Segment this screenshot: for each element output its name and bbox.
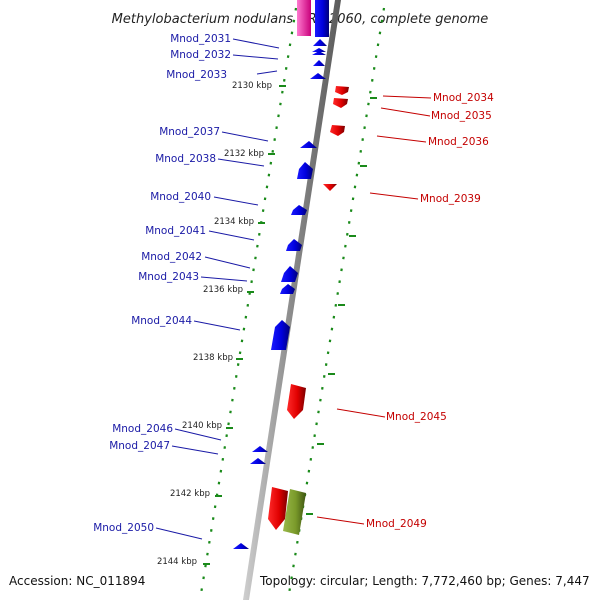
gene-label-mnod-2044[interactable]: Mnod_2044	[131, 315, 192, 327]
kbp-label: 2142 kbp	[170, 489, 210, 499]
gene-label-mnod-2039[interactable]: Mnod_2039	[420, 193, 481, 205]
kbp-label: 2144 kbp	[157, 557, 197, 567]
gene-arrow-mnod-2048	[268, 487, 288, 530]
gene-arrow-mnod-2039	[323, 184, 337, 191]
kbp-label: 2138 kbp	[193, 353, 233, 363]
gene-label-mnod-2031[interactable]: Mnod_2031	[170, 33, 231, 45]
left-gene-labels: Mnod_2031 Mnod_2032 Mnod_2033 Mnod_2037 …	[93, 33, 231, 534]
gene-arrow-mnod-2036	[330, 125, 345, 136]
gene-label-mnod-2045[interactable]: Mnod_2045	[386, 411, 447, 423]
gene-label-mnod-2041[interactable]: Mnod_2041	[145, 225, 206, 237]
kbp-label: 2134 kbp	[214, 217, 254, 227]
gene-arrow-mnod-2041	[286, 239, 302, 251]
gene-label-mnod-2033[interactable]: Mnod_2033	[166, 69, 227, 81]
gene-arrow-mnod-2038	[297, 162, 313, 179]
gene-label-mnod-2046[interactable]: Mnod_2046	[112, 423, 173, 435]
gene-label-mnod-2038[interactable]: Mnod_2038	[155, 153, 216, 165]
gene-arrow-mnod-2049	[283, 489, 306, 535]
gene-arrow-mnod-2050	[233, 543, 249, 549]
kbp-label: 2136 kbp	[203, 285, 243, 295]
gene-label-mnod-2034[interactable]: Mnod_2034	[433, 92, 494, 104]
gene-label-mnod-2036[interactable]: Mnod_2036	[428, 136, 489, 148]
gene-arrow-mnod-2033b	[310, 73, 326, 79]
left-leader-lines	[155, 38, 280, 540]
genome-backbone	[243, 0, 341, 600]
gene-arrow-mnod-2031	[313, 39, 327, 46]
gene-label-mnod-2049[interactable]: Mnod_2049	[366, 518, 427, 530]
gene-arrow-partial-blue	[315, 0, 329, 37]
gene-arrow-mnod-2047	[250, 458, 266, 464]
gene-arrow-mnod-2046	[252, 446, 268, 452]
gene-label-mnod-2037[interactable]: Mnod_2037	[159, 126, 220, 138]
gene-arrow-mnod-2045	[287, 384, 306, 419]
accession-text: Accession: NC_011894	[9, 574, 146, 588]
gene-arrow-mnod-2033	[313, 60, 325, 66]
gene-label-mnod-2040[interactable]: Mnod_2040	[150, 191, 211, 203]
right-gene-labels: Mnod_2034 Mnod_2035 Mnod_2036 Mnod_2039 …	[366, 92, 494, 530]
right-leader-lines	[316, 95, 432, 525]
kbp-label: 2132 kbp	[224, 149, 264, 159]
gene-label-mnod-2050[interactable]: Mnod_2050	[93, 522, 154, 534]
gene-arrow-mnod-2044	[271, 320, 290, 350]
reverse-genes	[268, 86, 349, 530]
kbp-label: 2140 kbp	[182, 421, 222, 431]
gene-label-mnod-2047[interactable]: Mnod_2047	[109, 440, 170, 452]
gene-label-mnod-2032[interactable]: Mnod_2032	[170, 49, 231, 61]
gene-label-mnod-2042[interactable]: Mnod_2042	[141, 251, 202, 263]
gene-arrow-mnod-2040	[291, 205, 307, 215]
ruler-ticks	[203, 85, 377, 565]
gene-arrow-mnod-2032-tip	[312, 48, 326, 52]
gene-label-mnod-2043[interactable]: Mnod_2043	[138, 271, 199, 283]
gene-arrow-mnod-2043	[280, 284, 295, 294]
gene-arrow-mnod-2037	[300, 141, 317, 148]
topology-text: Topology: circular; Length: 7,772,460 bp…	[260, 574, 590, 588]
kbp-labels: 2130 kbp 2132 kbp 2134 kbp 2136 kbp 2138…	[157, 81, 272, 567]
gene-arrow-partial-pink	[297, 0, 311, 36]
forward-genes	[233, 39, 327, 549]
gene-label-mnod-2035[interactable]: Mnod_2035	[431, 110, 492, 122]
gene-arrow-mnod-2032	[312, 51, 326, 55]
kbp-label: 2130 kbp	[232, 81, 272, 91]
gene-arrow-mnod-2042	[281, 266, 298, 282]
gene-arrow-mnod-2034	[335, 86, 349, 95]
gene-arrow-mnod-2035	[333, 98, 348, 108]
